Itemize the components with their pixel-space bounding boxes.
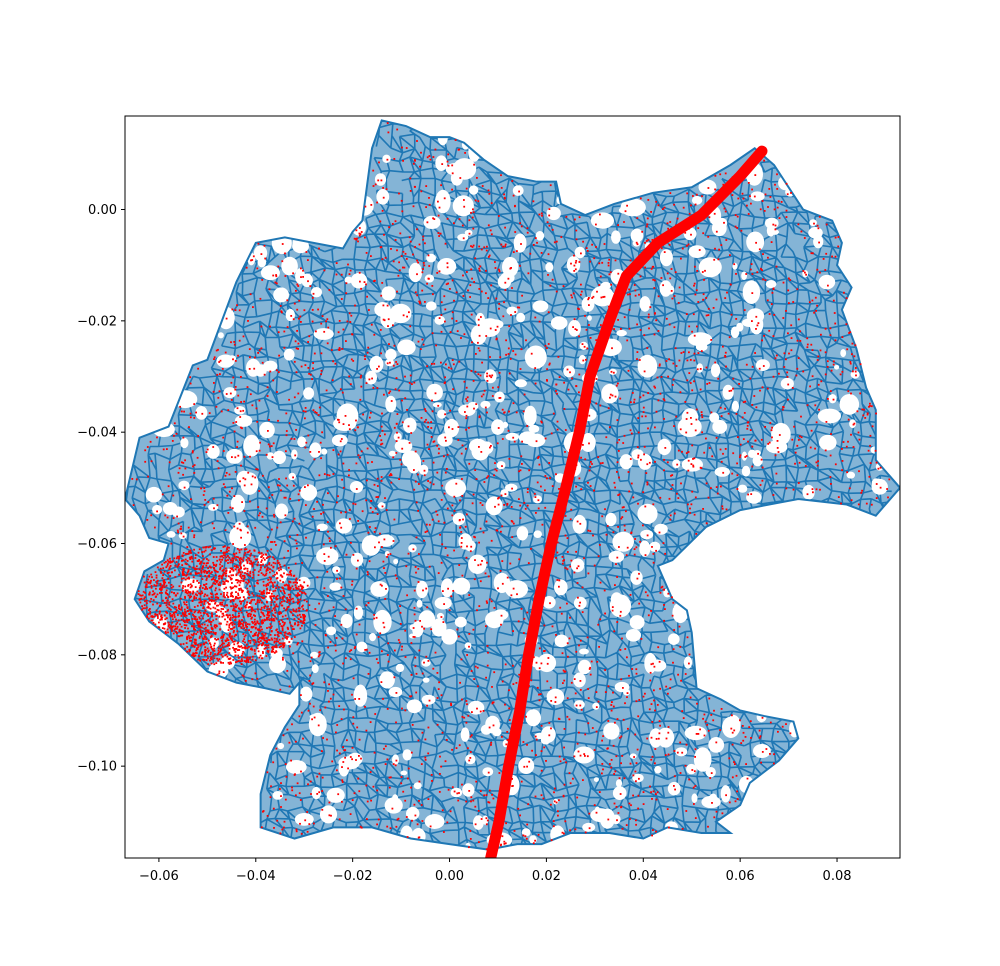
x-tick-label: 0.04 <box>629 869 658 884</box>
x-tick-label: −0.06 <box>139 869 179 884</box>
x-tick-label: 0.06 <box>726 869 755 884</box>
plot-content <box>125 119 900 858</box>
x-tick-label: −0.04 <box>236 869 276 884</box>
road-network <box>125 120 900 850</box>
x-tick-label: 0.08 <box>823 869 852 884</box>
y-tick-label: −0.04 <box>77 426 117 441</box>
y-tick-label: 0.00 <box>88 203 117 218</box>
route-path <box>485 145 768 858</box>
y-tick-label: −0.10 <box>77 760 117 775</box>
network-outline <box>125 119 900 851</box>
x-axis: −0.06 −0.04 −0.02 0.00 0.02 0.04 0.06 0.08 <box>139 858 852 884</box>
y-tick-label: −0.06 <box>77 537 117 552</box>
x-tick-label: 0.00 <box>435 869 464 884</box>
x-tick-label: −0.02 <box>333 869 373 884</box>
y-tick-label: −0.02 <box>77 314 117 329</box>
y-tick-label: −0.08 <box>77 648 117 663</box>
plot-frame <box>124 115 901 859</box>
node-markers <box>131 122 891 851</box>
x-tick-label: 0.02 <box>532 869 561 884</box>
y-axis: 0.00 −0.02 −0.04 −0.06 −0.08 −0.10 <box>77 203 125 775</box>
